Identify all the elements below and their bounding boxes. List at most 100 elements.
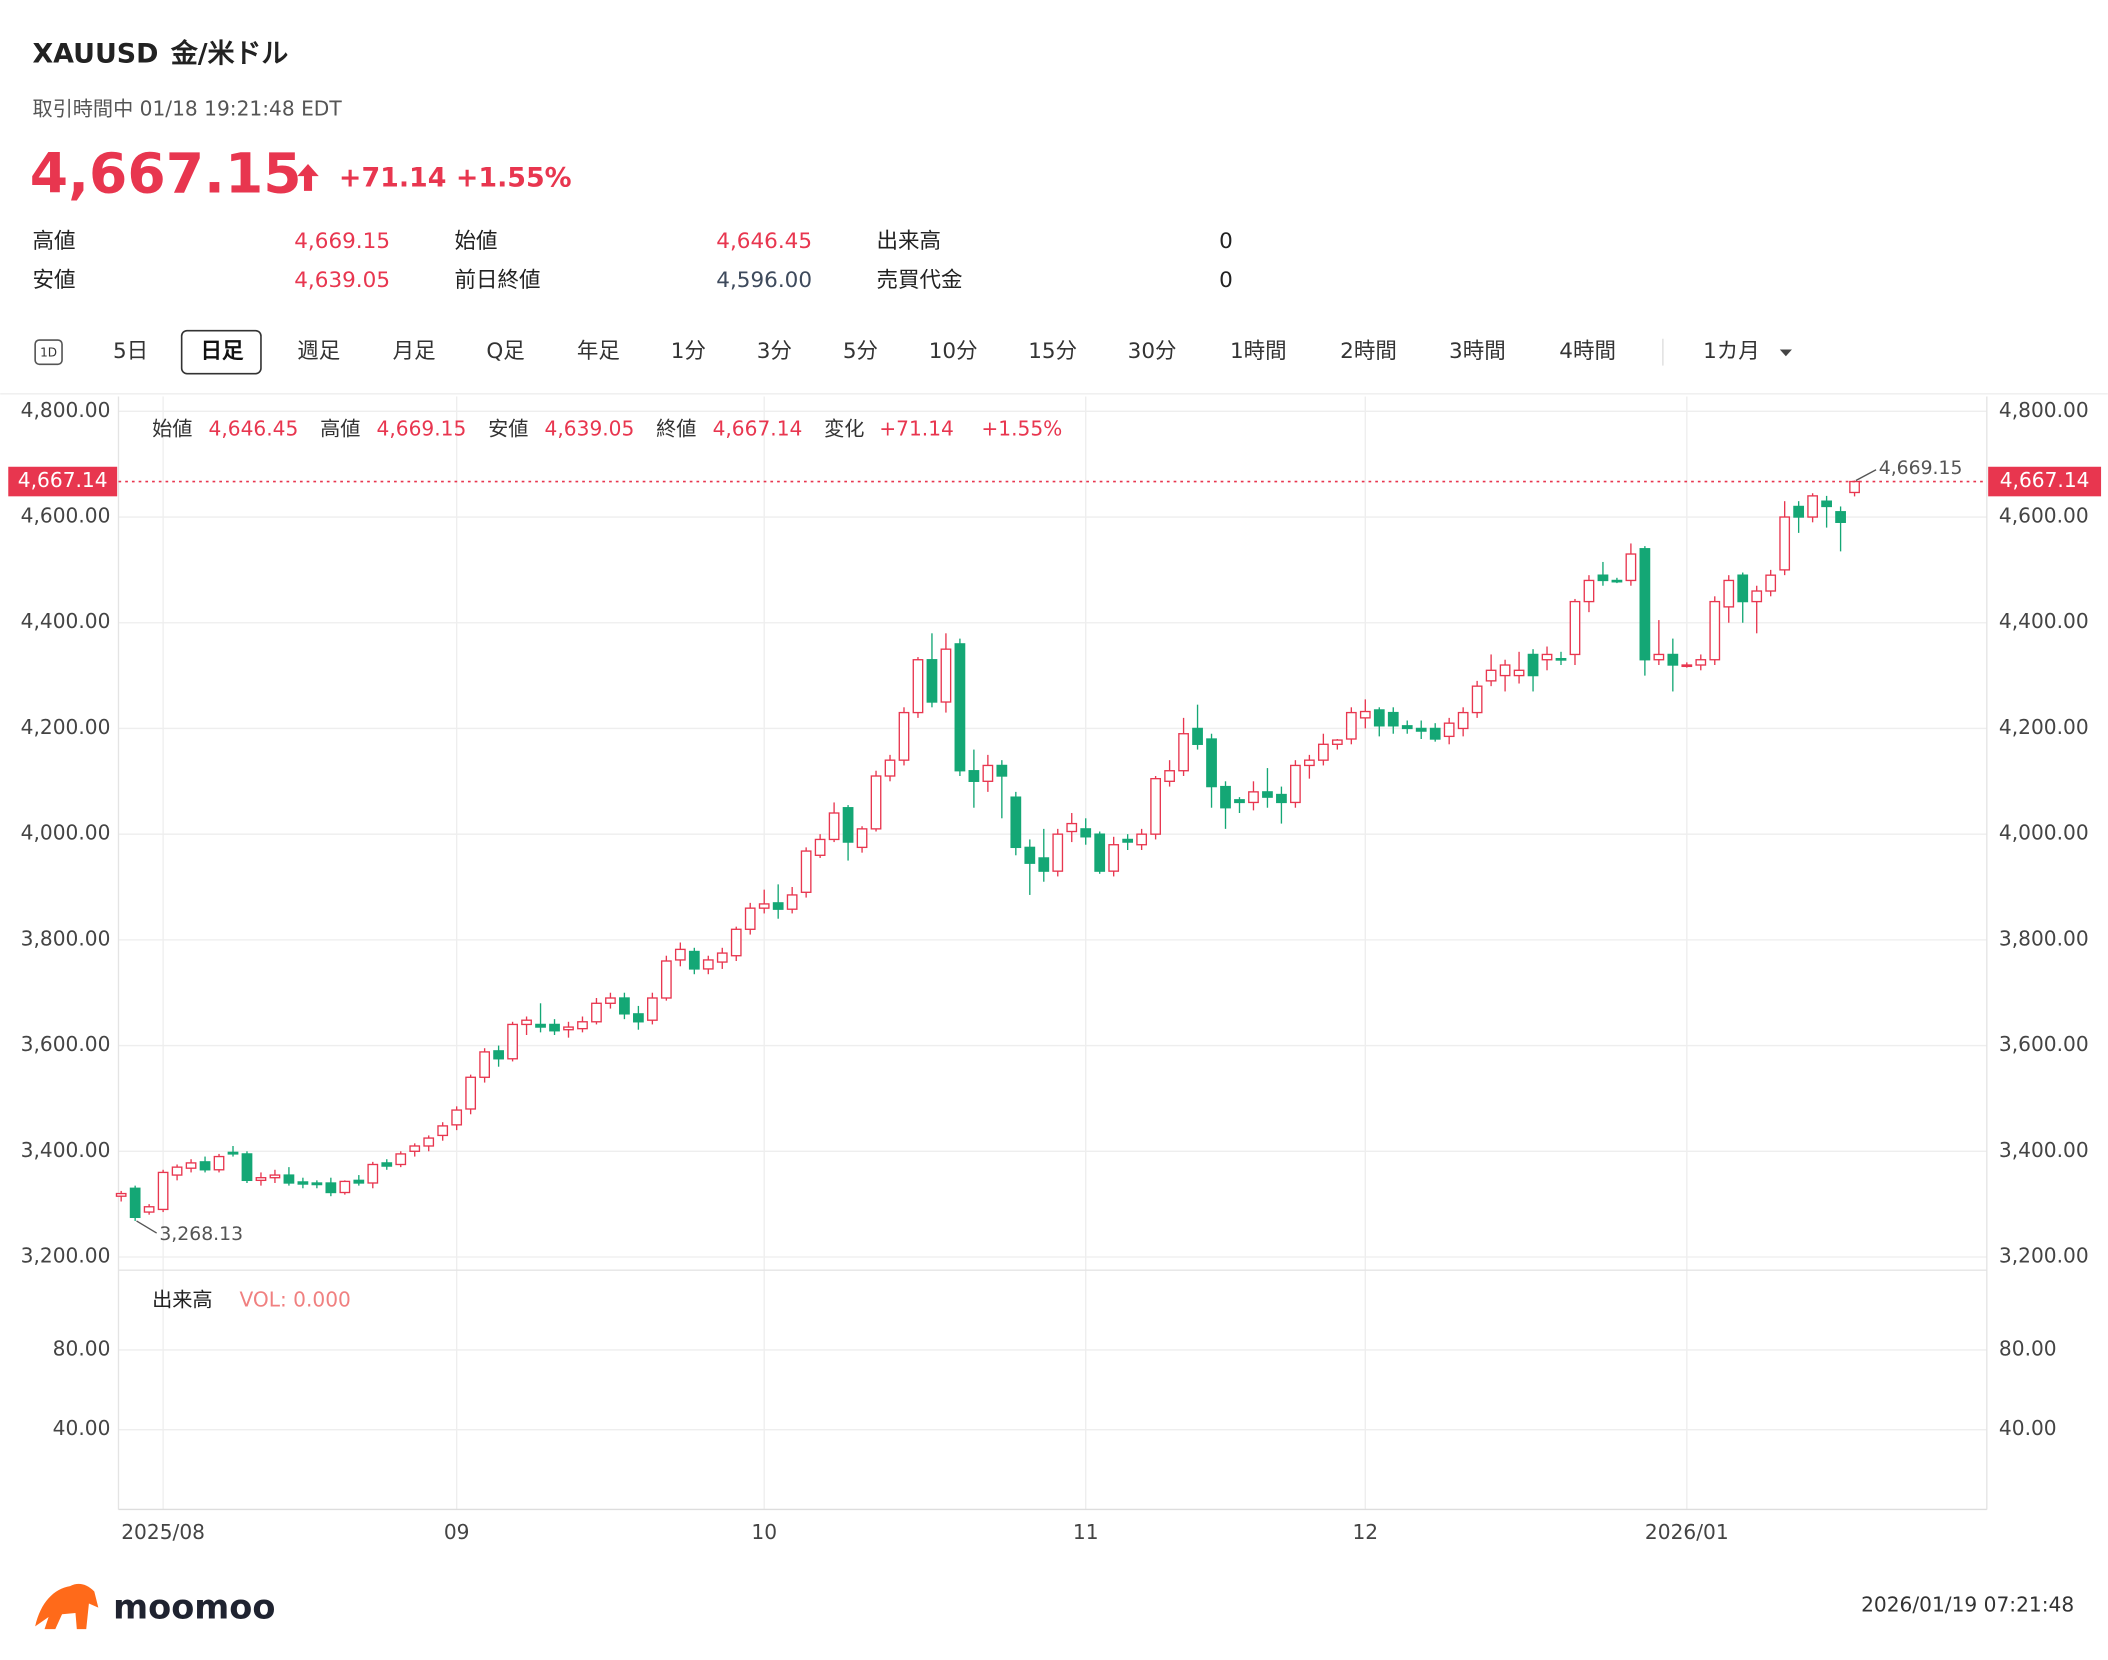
last-price-label-left: 4,667.14 [18, 468, 108, 492]
candle-body [1541, 653, 1553, 661]
candle-body [884, 759, 896, 777]
candle-body [479, 1051, 491, 1078]
candle-body [423, 1137, 435, 1147]
tab-icon[interactable] [34, 339, 63, 366]
legend-label: 変化 [824, 417, 864, 441]
stat-value: 4,596.00 [716, 268, 812, 293]
candle-body [1206, 738, 1217, 788]
candle-body [1262, 791, 1273, 798]
volume-title: 出来高 [152, 1288, 212, 1312]
tab[interactable]: 5日 [113, 339, 148, 364]
annotation-label: 3,268.13 [159, 1224, 243, 1245]
tab[interactable]: 3時間 [1449, 339, 1506, 364]
candle-body [1150, 777, 1161, 835]
candle-body [1052, 833, 1064, 872]
candle-body [143, 1206, 155, 1213]
candle-body [1611, 579, 1623, 583]
tab[interactable]: 1D [40, 345, 57, 359]
tab[interactable]: 1時間 [1230, 339, 1287, 364]
y-tick-label-right: 3,800.00 [1999, 926, 2089, 950]
annotation-label: 4,669.15 [1879, 458, 1963, 479]
candle-body [1527, 653, 1539, 677]
up-arrow [297, 163, 319, 191]
tab[interactable]: 3分 [757, 339, 792, 364]
candle-body [1248, 791, 1259, 804]
tab[interactable]: 1分 [671, 339, 706, 364]
tab[interactable]: 1カ月 [1703, 339, 1760, 364]
candle-body [1849, 480, 1860, 494]
candle-body [311, 1182, 323, 1186]
annotation-leader [1855, 469, 1877, 482]
candle-body [409, 1145, 421, 1152]
candle-body [744, 907, 756, 930]
tab[interactable]: 10分 [929, 339, 978, 364]
y-tick-label: 3,400.00 [21, 1138, 111, 1162]
logo [35, 1583, 99, 1630]
tab[interactable]: 2時間 [1340, 339, 1397, 364]
candle-body [1695, 659, 1707, 666]
candle-body [786, 894, 798, 910]
candle-body [996, 764, 1008, 777]
candle-body [353, 1179, 365, 1184]
candle-body [1331, 739, 1343, 745]
candle-body [1555, 658, 1567, 661]
tab[interactable]: 日足 [200, 339, 244, 364]
tab[interactable]: 30分 [1128, 339, 1177, 364]
candle-body [1681, 664, 1693, 668]
candle-body [1597, 574, 1609, 582]
candle-body [325, 1182, 337, 1194]
candle-body [213, 1155, 225, 1171]
candle-body [968, 770, 980, 782]
last-price-tag-right [1988, 466, 2102, 497]
candle-body [577, 1021, 588, 1030]
instrument-name: 金/米ドル [170, 38, 288, 70]
tab[interactable]: 月足 [393, 339, 436, 364]
brand: moomoo [113, 1587, 275, 1626]
volume-tick-label: 40.00 [53, 1416, 111, 1440]
tab[interactable]: 4時間 [1559, 339, 1616, 364]
tab[interactable]: 15分 [1028, 339, 1077, 364]
candle-body [1429, 727, 1441, 740]
candle-body [1373, 709, 1385, 727]
candle-body [982, 764, 994, 782]
candle-body [1304, 759, 1315, 767]
tab[interactable]: 週足 [297, 339, 340, 364]
candle-body [1387, 711, 1399, 727]
y-tick-label-right: 4,200.00 [1999, 715, 2089, 739]
y-tick-label: 4,000.00 [21, 821, 111, 845]
stat-value: 4,669.15 [294, 229, 390, 254]
candle-body [1513, 669, 1525, 677]
candle-body [1178, 733, 1189, 772]
tab[interactable]: 5分 [843, 339, 878, 364]
volume-tick-label-right: 80.00 [1999, 1336, 2057, 1360]
candle-body [926, 659, 938, 703]
x-tick-label: 2026/01 [1645, 1520, 1729, 1544]
candle-body [1485, 669, 1497, 682]
candle-body [1751, 590, 1763, 603]
candle-body [1220, 785, 1231, 809]
candle-body [1122, 838, 1134, 843]
annotation-leader [136, 1220, 158, 1234]
candle-body [283, 1174, 295, 1184]
y-tick-label-right: 4,400.00 [1999, 609, 2089, 633]
legend-value: 4,646.45 [209, 417, 299, 441]
y-tick-label: 4,800.00 [21, 398, 111, 422]
candle-body [1234, 799, 1245, 804]
candle-body [1276, 793, 1287, 804]
legend-value: 4,669.15 [377, 417, 467, 441]
candle-body [493, 1050, 504, 1060]
candle-body [1779, 516, 1791, 571]
candle-body [856, 828, 868, 849]
tab[interactable]: 年足 [577, 339, 620, 364]
last-price-label-right: 4,667.14 [2000, 468, 2090, 492]
candle-body [1317, 743, 1329, 761]
candle-body [1625, 553, 1637, 582]
candle-body [1765, 574, 1777, 592]
candle-body [1569, 600, 1581, 656]
stat-value: 0 [1219, 268, 1233, 293]
tab[interactable]: Q足 [486, 339, 524, 364]
legend-label: 始値 [152, 417, 192, 441]
legend-value: 4,667.14 [713, 417, 803, 441]
candle-body [1290, 764, 1301, 804]
